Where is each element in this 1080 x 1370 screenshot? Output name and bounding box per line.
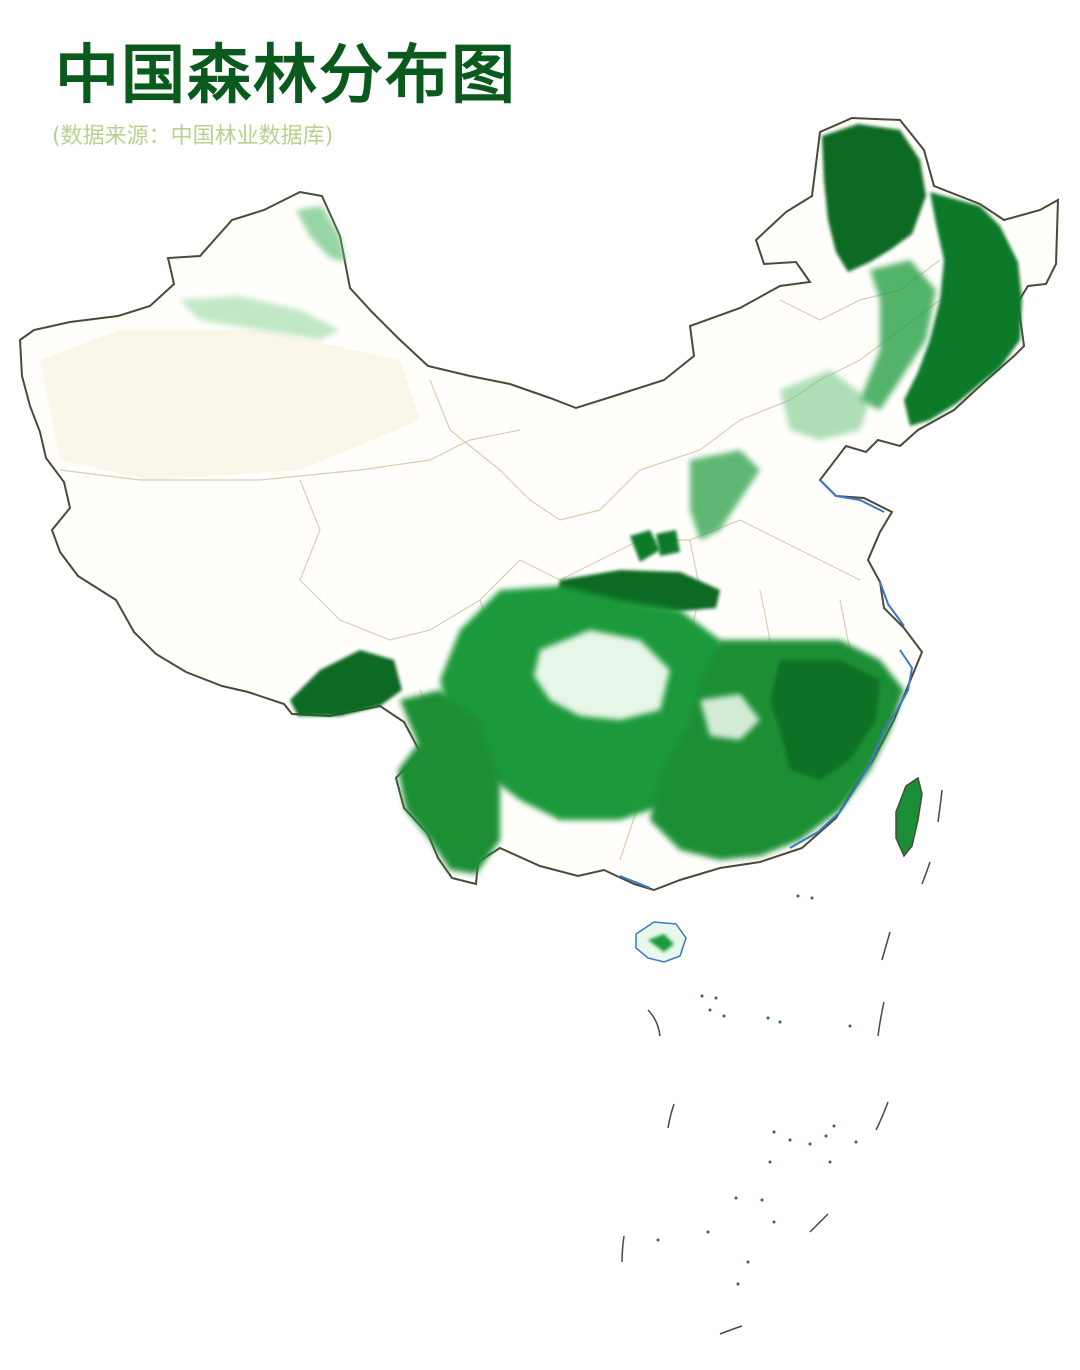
map-title: 中国森林分布图 <box>55 38 517 113</box>
forest-cover <box>180 124 1022 874</box>
coastline-water <box>619 479 914 889</box>
taiwan-island <box>895 776 923 858</box>
desert-tint <box>40 330 420 480</box>
source-note: (数据来源：中国林业数据库) <box>52 124 334 149</box>
south-sea-boundary <box>621 789 943 1335</box>
south-sea-islands <box>656 894 858 1286</box>
